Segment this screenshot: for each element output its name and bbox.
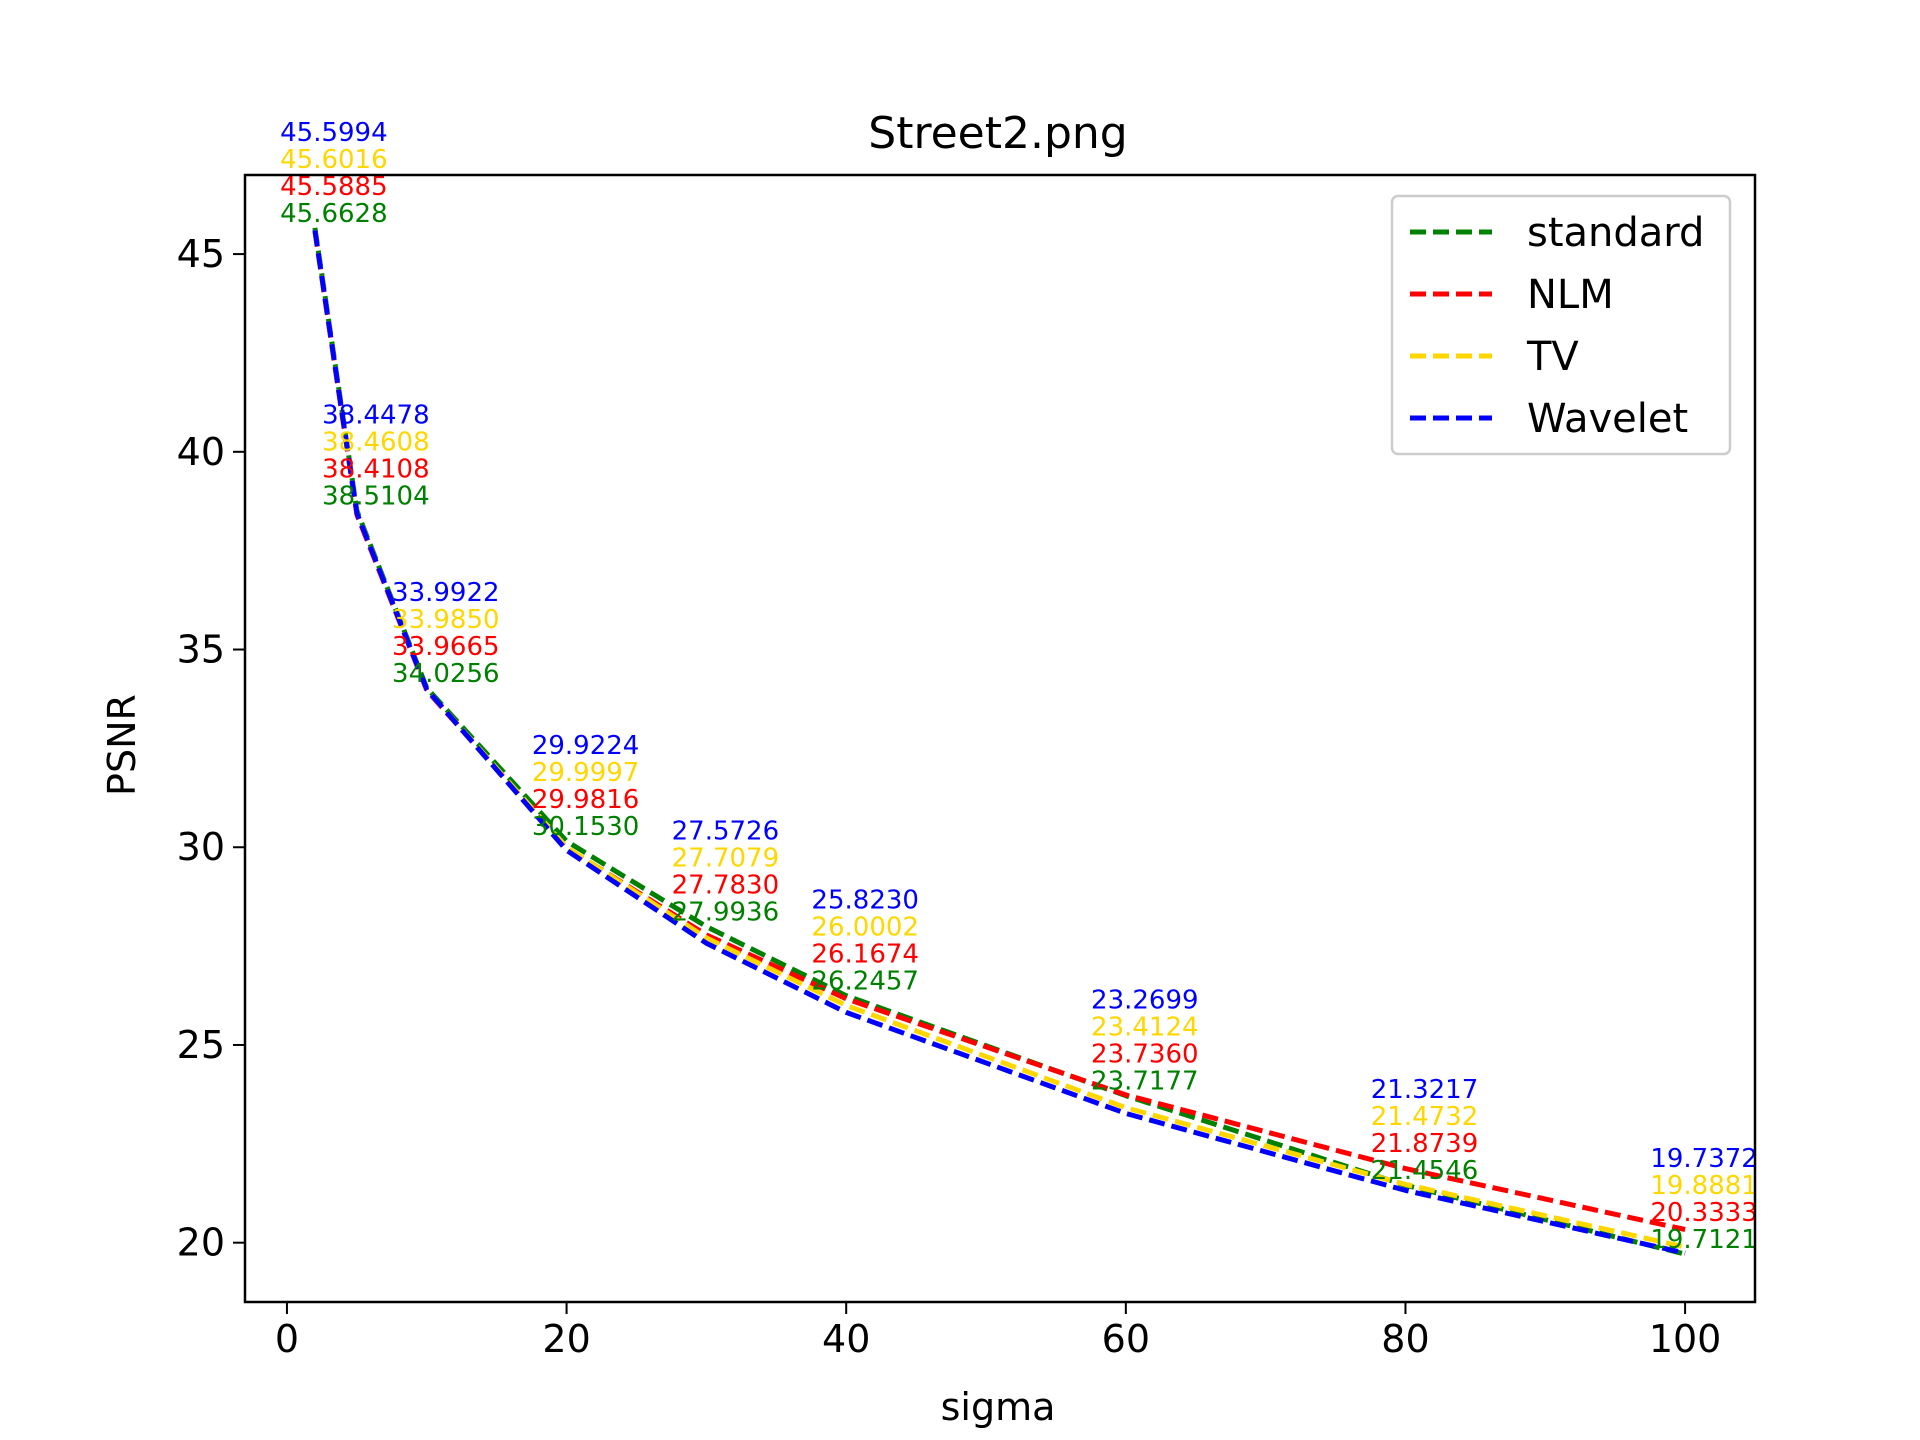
data-label-nlm: 23.7360 <box>1091 1040 1199 1070</box>
data-label-wavelet: 27.5726 <box>672 817 780 847</box>
legend-label-standard: standard <box>1527 210 1704 256</box>
legend-label-tv: TV <box>1526 334 1579 380</box>
data-label-standard: 30.1530 <box>532 812 640 842</box>
data-label-wavelet: 19.7372 <box>1650 1144 1758 1174</box>
legend: standard NLM TV Wavelet <box>1390 194 1732 456</box>
x-tick-label: 80 <box>1381 1317 1429 1361</box>
data-label-tv: 33.9850 <box>392 605 500 635</box>
data-label-nlm: 20.3333 <box>1650 1198 1758 1228</box>
x-tick-label: 100 <box>1649 1317 1722 1361</box>
legend-label-wavelet: Wavelet <box>1527 396 1688 442</box>
data-label-standard: 38.5104 <box>322 482 430 512</box>
data-label-nlm: 33.9665 <box>392 632 500 662</box>
data-label-nlm: 38.4108 <box>322 455 430 485</box>
y-tick-label: 35 <box>177 628 225 672</box>
data-label-standard: 21.4546 <box>1371 1156 1479 1186</box>
data-label-tv: 29.9997 <box>532 758 640 788</box>
data-label-tv: 21.4732 <box>1371 1102 1479 1132</box>
data-label-tv: 45.6016 <box>280 145 388 175</box>
data-label-tv: 23.4124 <box>1091 1013 1199 1043</box>
legend-label-nlm: NLM <box>1527 272 1614 318</box>
y-tick-label: 40 <box>177 430 225 474</box>
data-label-wavelet: 38.4478 <box>322 401 430 431</box>
data-label-standard: 26.2457 <box>811 967 919 997</box>
x-tick-label: 40 <box>822 1317 870 1361</box>
data-label-tv: 38.4608 <box>322 428 430 458</box>
data-label-tv: 26.0002 <box>811 913 919 943</box>
data-label-wavelet: 21.3217 <box>1371 1075 1479 1105</box>
axes-frame <box>243 173 1757 1304</box>
data-label-nlm: 21.8739 <box>1371 1129 1479 1159</box>
y-tick-label: 25 <box>177 1023 225 1067</box>
data-label-wavelet: 33.9922 <box>392 578 500 608</box>
chart-title: Street2.png <box>868 108 1127 159</box>
y-tick-label: 20 <box>177 1221 225 1265</box>
data-label-wavelet: 45.5994 <box>280 118 388 148</box>
data-label-wavelet: 25.8230 <box>811 886 919 916</box>
plot-area: 45.6628 38.5104 34.0256 30.1530 27.9936 26.24… <box>177 118 1758 1361</box>
x-tick-label: 60 <box>1102 1317 1150 1361</box>
data-label-standard: 27.9936 <box>672 898 780 928</box>
y-tick-label: 45 <box>177 232 225 276</box>
y-axis-label: PSNR <box>100 694 144 796</box>
data-label-nlm: 45.5885 <box>280 172 388 202</box>
series-line-wavelet <box>312 230 1686 1256</box>
data-label-standard: 45.6628 <box>280 199 388 229</box>
x-tick-label: 20 <box>542 1317 590 1361</box>
data-label-nlm: 29.9816 <box>532 785 640 815</box>
data-label-standard: 34.0256 <box>392 659 500 689</box>
data-label-wavelet: 29.9224 <box>532 731 640 761</box>
data-label-wavelet: 23.2699 <box>1091 986 1199 1016</box>
data-label-tv: 27.7079 <box>672 844 780 874</box>
data-label-standard: 23.7177 <box>1091 1067 1199 1097</box>
x-tick-label: 0 <box>275 1317 299 1361</box>
data-label-nlm: 26.1674 <box>811 940 919 970</box>
x-axis-label: sigma <box>941 1385 1056 1429</box>
data-label-standard: 19.7121 <box>1650 1225 1758 1255</box>
data-label-nlm: 27.7830 <box>672 871 780 901</box>
legend-box <box>1390 194 1732 456</box>
data-label-tv: 19.8881 <box>1650 1171 1758 1201</box>
y-tick-label: 30 <box>177 825 225 869</box>
